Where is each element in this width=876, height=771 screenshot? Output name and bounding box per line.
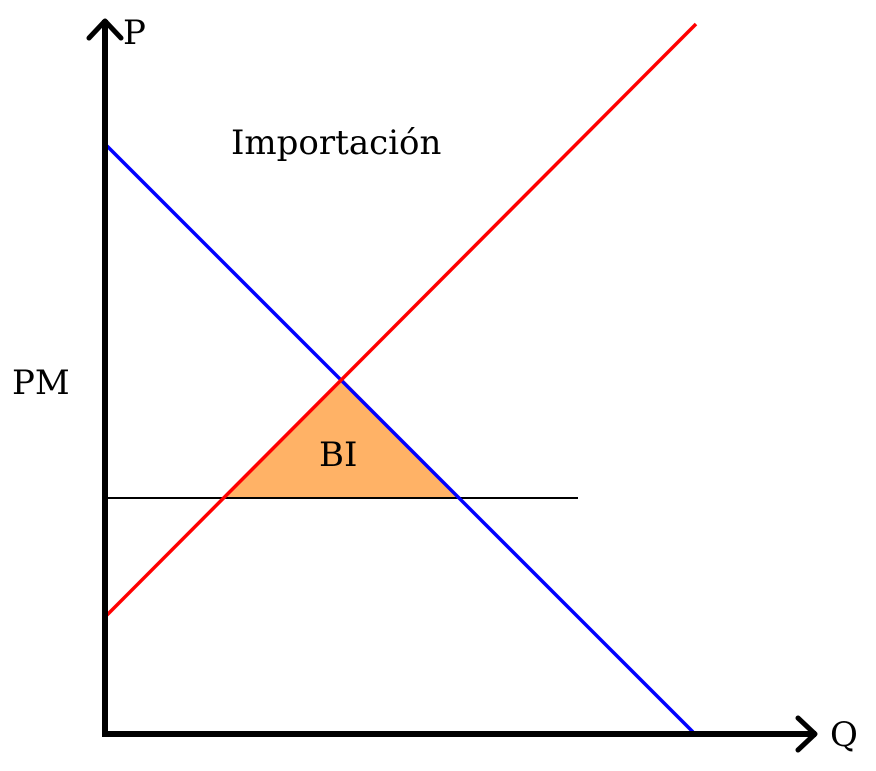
- supply-curve: [105, 22, 698, 617]
- y-axis: [86, 18, 124, 736]
- area-bi: [224, 379, 459, 498]
- demand-curve: [105, 144, 695, 734]
- area-label: BI: [319, 435, 357, 475]
- price-label: PM: [12, 363, 70, 403]
- x-axis-arrow-icon: [795, 715, 818, 753]
- diagram-title: Importación: [231, 123, 441, 163]
- x-axis-label: Q: [830, 715, 858, 755]
- x-axis: [102, 715, 818, 753]
- y-axis-arrow-icon: [86, 18, 124, 41]
- y-axis-label: P: [123, 13, 146, 53]
